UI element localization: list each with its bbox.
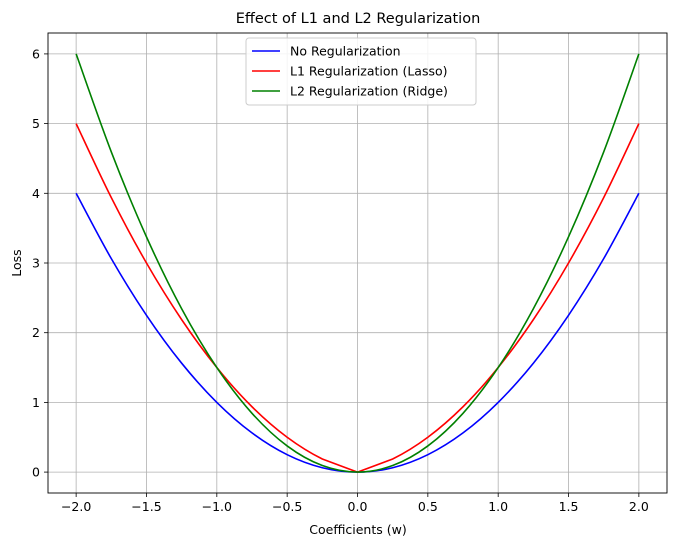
x-axis-label: Coefficients (w) xyxy=(309,522,406,537)
x-tick-label: 0.5 xyxy=(418,499,438,514)
y-tick-label: 3 xyxy=(32,256,40,271)
legend: No Regularization L1 Regularization (Lass… xyxy=(245,37,477,106)
legend-label: L2 Regularization (Ridge) xyxy=(290,84,448,99)
x-tick-label: 2.0 xyxy=(629,499,649,514)
x-tick-label: −0.5 xyxy=(272,499,302,514)
x-tick-label: 1.5 xyxy=(559,499,579,514)
y-axis-label: Loss xyxy=(9,249,24,276)
ticks: −2.0 −1.5 −1.0 −0.5 0.0 0.5 1.0 1.5 2.0 0 1 2 3 4 5 6 xyxy=(32,46,649,514)
x-tick-label: −1.5 xyxy=(131,499,161,514)
series-lines xyxy=(75,53,640,473)
x-tick-label: −1.0 xyxy=(202,499,232,514)
series-line-3 xyxy=(75,53,640,473)
legend-label: L1 Regularization (Lasso) xyxy=(290,64,448,79)
y-tick-label: 6 xyxy=(32,46,40,61)
x-tick-label: −2.0 xyxy=(61,499,91,514)
x-tick-label: 1.0 xyxy=(488,499,508,514)
y-tick-label: 4 xyxy=(32,186,40,201)
x-tick-label: 0.0 xyxy=(348,499,368,514)
y-tick-label: 2 xyxy=(32,325,40,340)
y-tick-label: 5 xyxy=(32,116,40,131)
legend-label: No Regularization xyxy=(290,44,401,59)
legend-box xyxy=(245,37,477,106)
y-tick-label: 0 xyxy=(32,465,40,480)
y-tick-label: 1 xyxy=(32,395,40,410)
chart-title: Effect of L1 and L2 Regularization xyxy=(236,11,481,27)
plot-area: −2.0 −1.5 −1.0 −0.5 0.0 0.5 1.0 1.5 2.0 0 1 2 3 4 5 6 xyxy=(32,32,668,514)
